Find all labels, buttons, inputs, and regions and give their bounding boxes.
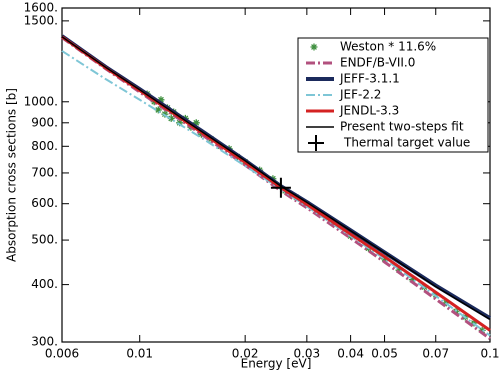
data-point (408, 276, 416, 284)
y-tick-label: 500. (31, 233, 58, 247)
y-tick-label: 900. (31, 115, 58, 129)
data-point (197, 130, 205, 138)
data-point (176, 119, 184, 127)
x-tick-label: 0.04 (337, 347, 364, 361)
legend-symbol (310, 43, 318, 51)
target-marker (270, 177, 291, 198)
legend-label: Thermal target value (343, 136, 470, 150)
data-point (154, 106, 162, 114)
legend-label: JENDL-3.3 (339, 104, 399, 118)
legend-label: ENDF/B-VII.0 (340, 56, 415, 70)
x-tick-label: 0.1 (480, 347, 499, 361)
plot-area (60, 34, 492, 340)
y-tick-label: 600. (31, 196, 58, 210)
data-point (192, 119, 200, 127)
legend-label: Present two-steps fit (340, 120, 464, 134)
legend-symbol (308, 135, 324, 151)
y-tick-label: 300. (31, 335, 58, 349)
x-tick-label: 0.05 (371, 347, 398, 361)
data-point (157, 96, 165, 104)
legend-label: JEFF-3.1.1 (339, 72, 400, 86)
x-axis-label: Energy [eV] (241, 357, 312, 371)
data-point (381, 255, 389, 263)
data-point (395, 266, 403, 274)
x-tick-label: 0.02 (232, 347, 259, 361)
x-tick-label: 0.006 (45, 347, 79, 361)
plot-frame (61, 7, 491, 343)
data-point (478, 326, 486, 334)
y-tick-label: 1600. (24, 1, 58, 15)
y-tick-label: 1500. (24, 13, 58, 27)
data-point (167, 114, 175, 122)
y-tick-label: 400. (31, 277, 58, 291)
y-axis-label: Absorption cross sections [b] (5, 88, 19, 262)
legend-label: Weston * 11.6% (340, 40, 436, 54)
x-tick-label: 0.03 (293, 347, 320, 361)
y-tick-label: 700. (31, 165, 58, 179)
legend-label: JEF-2.2 (339, 88, 381, 102)
x-tick-label: 0.07 (422, 347, 449, 361)
y-tick-label: 1000. (24, 94, 58, 108)
x-tick-label: 0.01 (126, 347, 153, 361)
y-tick-label: 800. (31, 139, 58, 153)
